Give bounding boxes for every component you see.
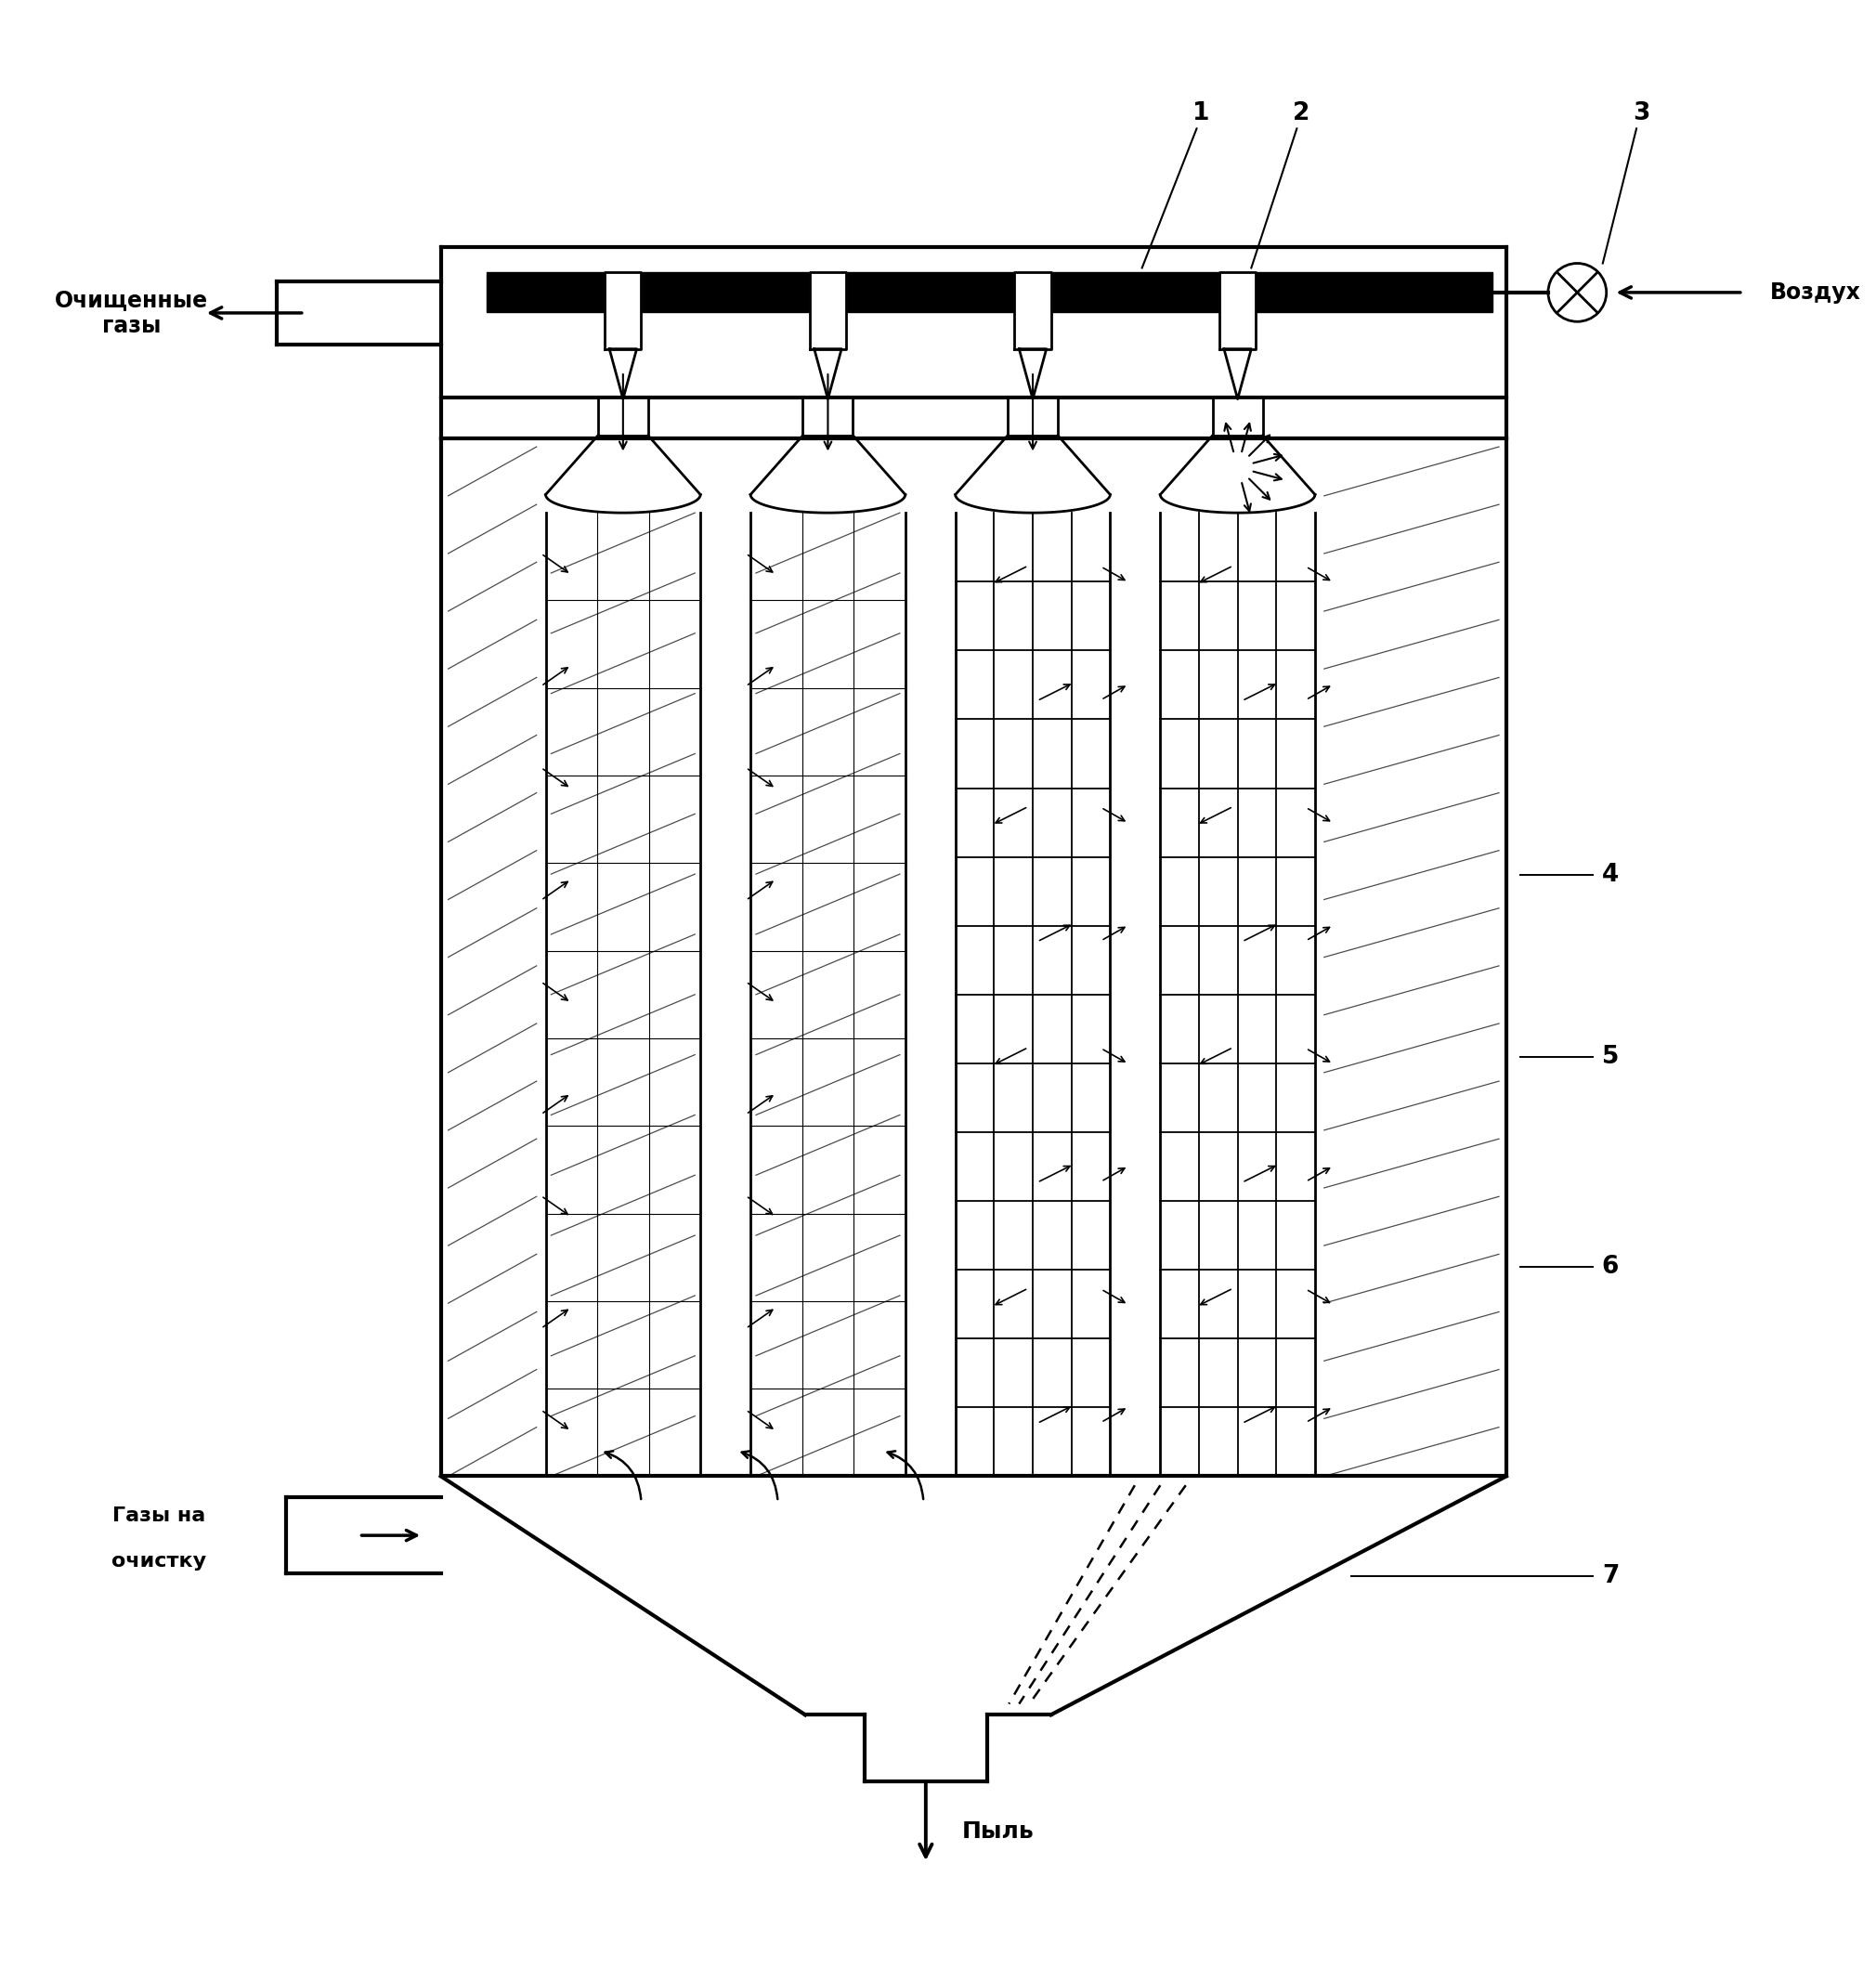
Bar [1007, 398, 1058, 435]
Bar [1212, 398, 1263, 435]
Text: Воздух: Воздух [1771, 282, 1861, 303]
Text: 1: 1 [1193, 100, 1210, 124]
Bar [598, 398, 647, 435]
Text: 3: 3 [1632, 100, 1649, 124]
Text: 2: 2 [1293, 100, 1309, 124]
Text: 4: 4 [1602, 862, 1619, 888]
Text: 5: 5 [1602, 1046, 1619, 1069]
Text: Газы на: Газы на [113, 1506, 204, 1524]
Text: очистку: очистку [111, 1552, 206, 1569]
Text: 7: 7 [1602, 1563, 1619, 1589]
Text: Пыль: Пыль [962, 1819, 1034, 1843]
Bar [604, 272, 642, 349]
Text: 6: 6 [1602, 1254, 1619, 1278]
Bar [486, 272, 1493, 313]
Bar [1219, 272, 1255, 349]
Text: Очищенные
газы: Очищенные газы [54, 289, 208, 337]
Bar [810, 272, 846, 349]
Bar [803, 398, 854, 435]
Bar [1015, 272, 1051, 349]
